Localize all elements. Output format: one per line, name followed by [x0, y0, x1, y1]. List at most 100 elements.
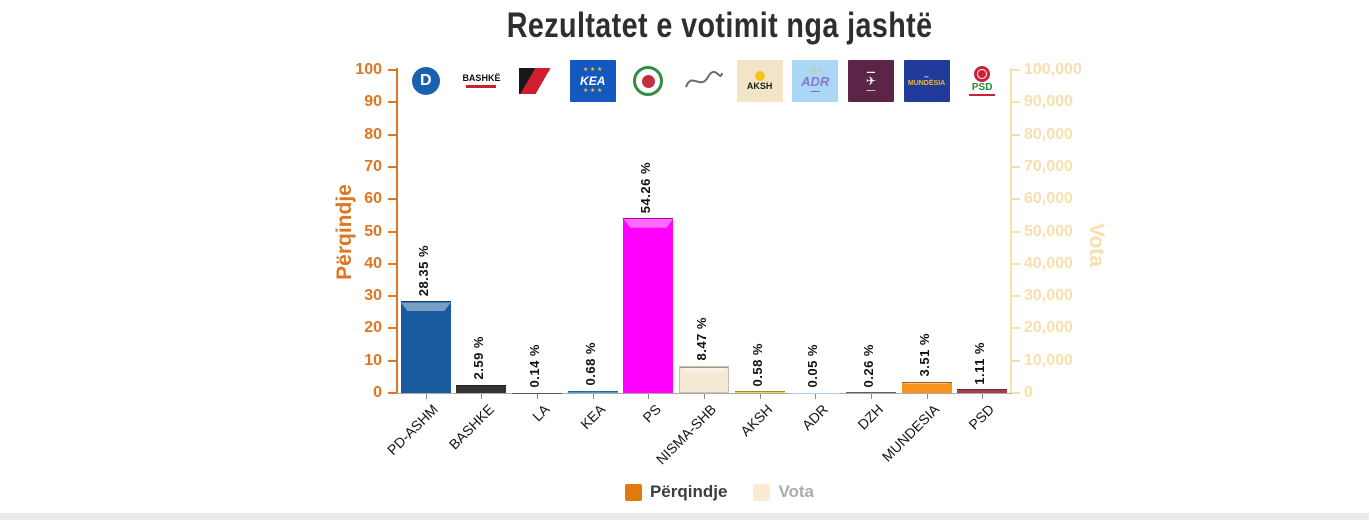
right-y-axis-tick — [1012, 262, 1020, 265]
bar-nisma-shb[interactable] — [679, 365, 729, 393]
signature-glyph — [685, 70, 723, 88]
bar-pd-ashm[interactable] — [400, 301, 451, 393]
logo-part: ▬▬▬ — [866, 87, 876, 92]
logo-part: ▬▬ — [866, 69, 875, 75]
left-y-axis-tick — [388, 327, 396, 330]
bar-psd[interactable] — [957, 389, 1008, 393]
x-axis-label-dzh: DZH — [854, 401, 887, 433]
bar-bevel — [623, 218, 674, 228]
right-y-axis-tick — [1012, 295, 1020, 298]
bar-value-label: 2.59 % — [471, 336, 487, 380]
logo-part: ADR — [801, 74, 830, 90]
bar-value-label: 54.26 % — [638, 161, 654, 213]
left-y-axis-tick-label: 0 — [373, 384, 382, 401]
logo-dot — [978, 69, 987, 78]
legend-label: Vota — [778, 482, 815, 501]
logo-pd-ashm: D — [402, 60, 449, 102]
right-y-axis-tick — [1012, 198, 1020, 201]
right-y-axis-tick — [1012, 359, 1020, 362]
right-y-axis-tick — [1012, 165, 1020, 168]
right-y-axis-tick-label: 100,000 — [1024, 61, 1082, 78]
bar-value-label: 0.05 % — [805, 344, 821, 388]
logo-part — [466, 84, 497, 88]
logo-part: MUNDËSIA — [907, 79, 946, 87]
logo-part: AKSH — [746, 80, 773, 91]
x-axis-tick — [481, 394, 483, 399]
logo-part: D — [411, 67, 440, 95]
x-axis-label-mundesia: MUNDESIA — [878, 401, 942, 465]
x-axis-tick — [537, 394, 539, 399]
bar-aksh[interactable] — [734, 391, 785, 393]
logo-aksh: AKSH — [736, 60, 783, 102]
right-y-axis-tick-label: 20,000 — [1024, 319, 1073, 337]
bar-value-label: 0.14 % — [527, 344, 543, 388]
right-y-axis-tick — [1012, 327, 1020, 330]
bar-dzh[interactable] — [845, 392, 896, 393]
left-y-axis-tick-label: 20 — [364, 319, 382, 337]
bar-value-label: 28.35 % — [415, 245, 431, 297]
left-y-axis-tick — [388, 69, 396, 71]
bar-ps[interactable] — [623, 217, 674, 393]
bar-value-label: 1.11 % — [972, 341, 988, 385]
right-y-axis-tick-label: 70,000 — [1024, 157, 1073, 175]
chart-title-text: Rezultatet e votimit nga jashtë — [506, 6, 933, 45]
bar-mundesia[interactable] — [901, 381, 952, 393]
bar-bashke[interactable] — [456, 384, 507, 393]
bar-value-label: 3.51 % — [916, 333, 932, 377]
right-y-axis-tick-label: 50,000 — [1024, 222, 1073, 240]
chart-title: Rezultatet e votimit nga jashtë — [70, 6, 1369, 46]
logo-dzh: ▬▬ ✈ ▬▬▬ — [847, 60, 894, 102]
bar-value-label: 0.68 % — [582, 342, 598, 386]
bar-bevel — [400, 302, 451, 312]
logo-adr: ★★★ ADR ▬▬▬ — [792, 60, 839, 102]
logo-dot — [641, 74, 655, 88]
left-y-axis-title: Përqindje — [333, 184, 356, 280]
left-y-axis-tick — [388, 295, 396, 298]
logo-kea: ★ ★ ★ KEA ★ ★ ★ — [569, 60, 616, 102]
right-y-axis-tick-label: 90,000 — [1024, 93, 1073, 111]
logo-part — [519, 68, 556, 94]
left-y-axis-tick — [388, 101, 396, 104]
left-y-axis-tick-label: 80 — [364, 125, 382, 143]
right-y-axis-tick-label: 0 — [1024, 384, 1033, 401]
right-y-axis-tick-label: 60,000 — [1024, 190, 1073, 208]
logo-mundesia: ▪▪▪ MUNDËSIA — [903, 60, 950, 102]
legend-label: Përqindje — [649, 482, 728, 501]
logo-part: ▪▪▪ — [924, 73, 929, 79]
bar-bevel — [680, 367, 728, 372]
right-y-axis-line — [1010, 68, 1012, 394]
logo-ps — [625, 60, 672, 102]
right-y-axis-tick — [1012, 101, 1020, 104]
right-y-axis-title: Vota — [1085, 223, 1108, 267]
x-axis-line — [396, 393, 1012, 394]
x-axis-tick — [759, 394, 761, 399]
x-axis-label-la: LA — [528, 401, 553, 425]
logo-part: ★ ★ ★ — [582, 67, 603, 74]
bar-value-label: 0.58 % — [749, 342, 765, 387]
x-axis-label-adr: ADR — [798, 401, 831, 434]
legend-item-vota[interactable]: Vota — [753, 482, 814, 502]
legend-swatch — [753, 483, 771, 501]
bar-value-label: 8.47 % — [694, 317, 709, 361]
footer-divider — [0, 513, 1369, 520]
x-axis-tick — [926, 394, 928, 399]
left-y-axis-tick-label: 90 — [364, 93, 382, 111]
legend-item-prqindje[interactable]: Përqindje — [624, 482, 728, 502]
left-y-axis-tick-label: 50 — [364, 222, 382, 240]
left-y-axis-line — [396, 68, 398, 394]
logo-la — [514, 60, 561, 102]
x-axis-label-psd: PSD — [965, 401, 998, 433]
bar-kea[interactable] — [567, 390, 618, 393]
logo-nisma-shb — [681, 60, 727, 102]
right-y-axis-tick — [1012, 133, 1020, 136]
x-axis-tick — [425, 394, 427, 399]
x-axis-tick — [592, 394, 594, 399]
logo-part: PSD — [971, 81, 993, 93]
left-y-axis-tick — [388, 359, 396, 362]
logo-part — [754, 70, 765, 81]
right-y-axis-tick — [1012, 392, 1020, 394]
left-y-axis-tick-label: 40 — [364, 254, 382, 272]
left-y-axis-tick-label: 70 — [364, 157, 382, 175]
x-axis-tick — [870, 394, 872, 399]
x-axis-label-kea: KEA — [576, 401, 609, 433]
